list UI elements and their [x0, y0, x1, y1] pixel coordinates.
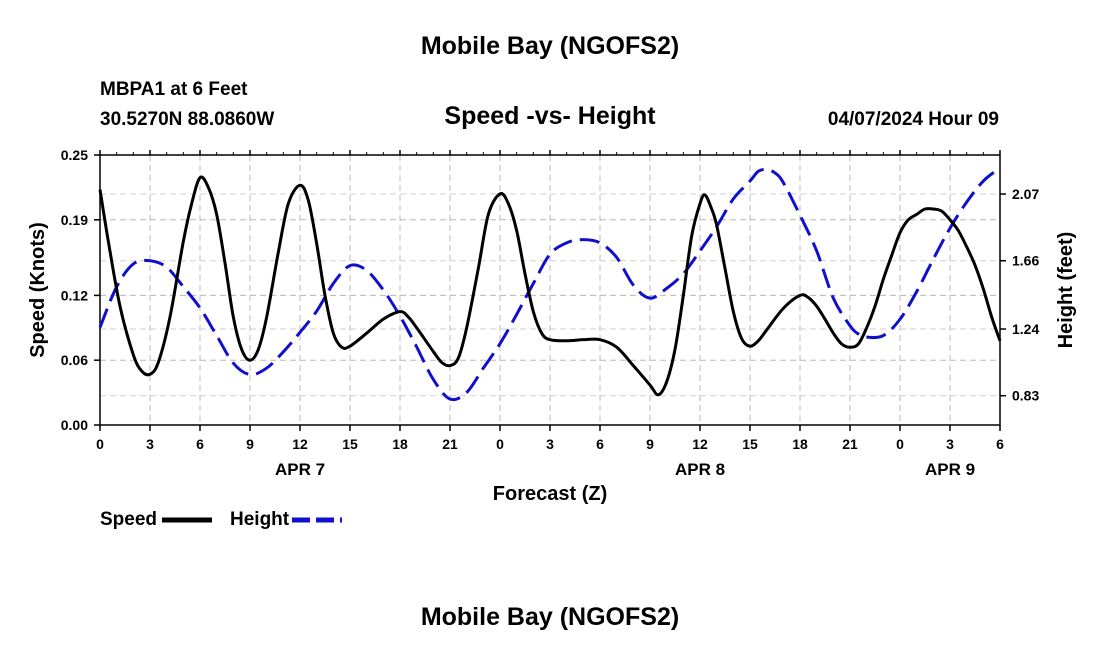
series-line-height	[98, 166, 1001, 402]
footer-title: Mobile Bay (NGOFS2)	[421, 603, 679, 631]
x-tick-label: 9	[646, 436, 654, 452]
y-axis-title-height: Height (feet)	[1055, 232, 1077, 349]
x-tick-label: 9	[246, 436, 254, 452]
x-tick-label: 6	[996, 436, 1004, 452]
x-tick-label: 0	[896, 436, 904, 452]
x-tick-label: 21	[442, 436, 458, 452]
x-tick-label: 21	[842, 436, 858, 452]
legend: Speed Height	[100, 509, 342, 530]
y-tick-label: 0.00	[61, 417, 88, 433]
forecast-datetime: 04/07/2024 Hour 09	[828, 109, 999, 130]
main-title: Mobile Bay (NGOFS2)	[421, 32, 679, 60]
x-tick-label: 18	[792, 436, 808, 452]
x-tick-label: 3	[546, 436, 554, 452]
series-line-speed	[98, 175, 1002, 397]
grid	[99, 155, 1001, 425]
x-tick-label: 3	[946, 436, 954, 452]
y2-tick-label: 0.83	[1012, 388, 1039, 404]
y-axis-title-speed: Speed (Knots)	[27, 222, 49, 358]
x-tick-label: 6	[596, 436, 604, 452]
day-label: APR 8	[675, 460, 725, 479]
station-name: MBPA1 at 6 Feet	[100, 79, 248, 100]
y2-tick-label: 1.66	[1012, 253, 1039, 269]
y-tick-label: 0.06	[61, 352, 88, 368]
x-tick-label: 6	[196, 436, 204, 452]
x-axis-title: Forecast (Z)	[493, 483, 607, 505]
y-tick-label: 0.12	[61, 287, 88, 303]
x-tick-label: 18	[392, 436, 408, 452]
legend-height-label: Height	[230, 509, 290, 530]
x-tick-label: 12	[692, 436, 708, 452]
x-tick-label: 3	[146, 436, 154, 452]
series-group	[98, 166, 1002, 402]
x-tick-label: 15	[342, 436, 358, 452]
x-tick-label: 0	[496, 436, 504, 452]
axes: 0 3 6 9 12 15 18 21 0 3 6 9 12 15 18 21 0 3 6 0.00 0.06 0.12 0…	[61, 147, 1040, 479]
day-label: APR 9	[925, 460, 975, 479]
chart-subtitle: Speed -vs- Height	[444, 102, 656, 130]
x-tick-label: 15	[742, 436, 758, 452]
y-tick-label: 0.19	[61, 212, 88, 228]
y2-tick-label: 2.07	[1012, 186, 1039, 202]
x-tick-label: 12	[292, 436, 308, 452]
y2-tick-label: 1.24	[1012, 321, 1039, 337]
x-tick-label: 0	[96, 436, 104, 452]
y-tick-label: 0.25	[61, 147, 88, 163]
station-coords: 30.5270N 88.0860W	[100, 109, 274, 130]
legend-speed-label: Speed	[100, 509, 157, 530]
day-label: APR 7	[275, 460, 325, 479]
